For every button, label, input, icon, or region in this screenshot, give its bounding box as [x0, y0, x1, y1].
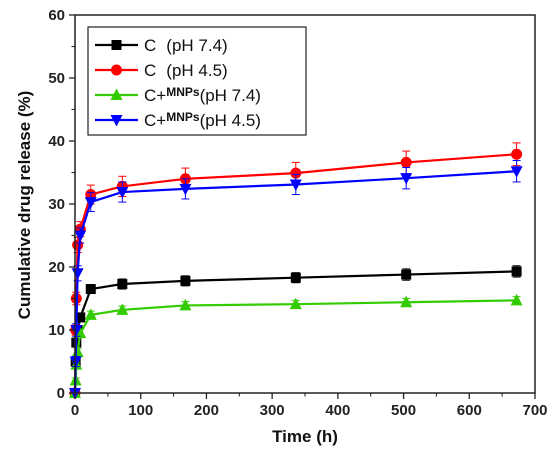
x-axis-title: Time (h) — [272, 427, 338, 446]
data-point — [290, 167, 302, 179]
y-tick-label: 60 — [48, 7, 65, 24]
ticks-layer: 0 100 200 300 400 500 600 700 0 10 20 30 40 50 60 — [48, 7, 547, 419]
data-point — [400, 295, 413, 308]
data-point — [84, 197, 97, 209]
legend: C (pH 7.4) C (pH 4.5) C+MNPs(pH 7.4) C+MNPs(p… — [87, 26, 307, 136]
data-point — [401, 269, 412, 280]
data-point — [290, 272, 301, 283]
legend-label: C (pH 7.4) — [144, 36, 228, 55]
data-point — [70, 325, 83, 337]
data-point — [179, 298, 192, 311]
y-axis-title: Cumulative drug release (%) — [15, 91, 34, 320]
legend-item: C+MNPs(pH 7.4) — [95, 85, 261, 105]
x-tick-label: 600 — [457, 402, 482, 419]
data-point — [74, 230, 87, 242]
data-point — [117, 279, 128, 290]
series-layer — [69, 142, 523, 400]
data-point — [84, 308, 97, 320]
x-tick-label: 200 — [194, 402, 219, 419]
data-point — [75, 312, 86, 323]
legend-label: C+MNPs(pH 4.5) — [144, 110, 261, 130]
data-point — [510, 293, 523, 306]
x-tick-label: 700 — [522, 402, 547, 419]
legend-item: C+MNPs(pH 4.5) — [95, 110, 261, 130]
legend-marker — [111, 64, 122, 76]
y-tick-label: 50 — [48, 70, 65, 87]
y-tick-label: 20 — [48, 259, 65, 276]
series-line — [73, 270, 517, 394]
series-line — [73, 299, 517, 394]
data-point — [116, 303, 129, 315]
data-point — [72, 239, 84, 251]
legend-marker — [111, 40, 122, 50]
y-tick-label: 10 — [48, 322, 65, 339]
y-tick-label: 0 — [57, 385, 65, 402]
data-point — [510, 166, 523, 178]
y-tick-label: 40 — [48, 133, 65, 150]
x-tick-label: 0 — [71, 402, 79, 419]
x-tick-label: 500 — [391, 402, 416, 419]
data-point — [85, 284, 96, 295]
legend-label: C+MNPs(pH 7.4) — [144, 85, 261, 105]
x-tick-label: 400 — [325, 402, 350, 419]
data-point — [511, 148, 523, 160]
x-tick-label: 300 — [260, 402, 285, 419]
x-tick-label: 100 — [128, 402, 153, 419]
data-point — [179, 183, 192, 196]
y-tick-label: 30 — [48, 196, 65, 213]
series-0 — [70, 265, 522, 398]
legend-item: C (pH 4.5) — [95, 61, 228, 80]
legend-marker — [110, 115, 123, 127]
legend-marker — [110, 88, 123, 100]
data-point — [180, 275, 191, 286]
data-point — [511, 266, 522, 277]
data-point — [400, 173, 413, 185]
data-point — [71, 268, 84, 280]
legend-item: C (pH 7.4) — [95, 36, 228, 55]
legend-label: C (pH 4.5) — [144, 61, 228, 80]
data-point — [116, 187, 129, 199]
data-point — [289, 297, 302, 310]
data-point — [400, 156, 412, 168]
series-2 — [69, 293, 523, 398]
data-point — [289, 179, 302, 191]
